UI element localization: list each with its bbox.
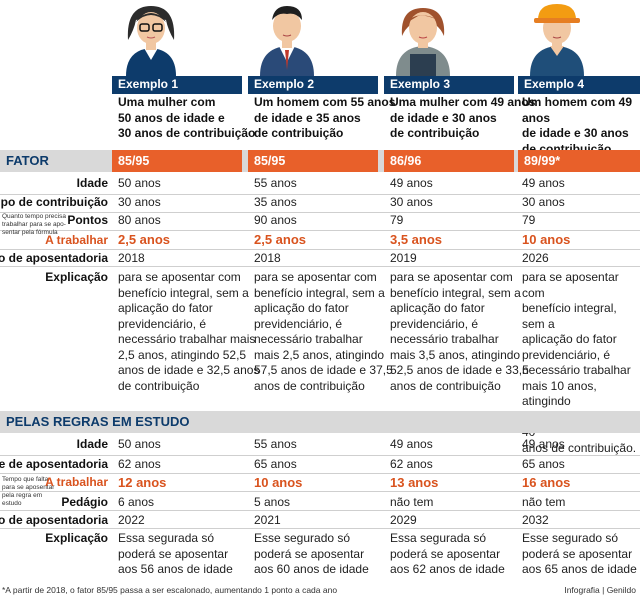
- r2-explicacao-1: Essa segurada só poderá se aposentar aos 5…: [118, 531, 233, 576]
- trabalhar-2: 2,5 anos: [254, 232, 307, 247]
- woman-apron-avatar: [396, 8, 450, 76]
- r2-ano-1: 2022: [118, 513, 145, 527]
- tempo-4: 30 anos: [522, 195, 565, 209]
- fator-label: FATOR: [0, 150, 108, 172]
- idade-4: 49 anos: [522, 176, 565, 190]
- r2-explicacao-4: Esse segurado só poderá se aposentar aos 6…: [522, 531, 637, 576]
- tempo-1: 30 anos: [118, 195, 161, 209]
- example-4-header: Exemplo 4: [518, 76, 640, 94]
- ano-3: 2019: [390, 251, 417, 265]
- explicacao-3: para se aposentar com benefício integral,…: [390, 270, 529, 393]
- r2-trabalhar-2: 10 anos: [254, 475, 303, 490]
- idade-2: 55 anos: [254, 176, 297, 190]
- trabalhar-4: 10 anos: [522, 232, 571, 247]
- note-formula: Quanto tempo precisa trabalhar para se a…: [2, 213, 66, 236]
- ano-1: 2018: [118, 251, 145, 265]
- pontos-1: 80 anos: [118, 213, 161, 227]
- explicacao-1: para se aposentar com benefício integral,…: [118, 270, 260, 393]
- r2-idade-2: 55 anos: [254, 437, 297, 451]
- r2-ano-3: 2029: [390, 513, 417, 527]
- tempo-3: 30 anos: [390, 195, 433, 209]
- pontos-3: 79: [390, 213, 404, 227]
- example-1-desc: Uma mulher com 50 anos de idade e 30 anos …: [118, 95, 256, 140]
- fator-value-4: 89/99*: [518, 150, 640, 172]
- r2-explicacao-3: Essa segurada só poderá se aposentar aos 6…: [390, 531, 505, 576]
- row-tempo-label: Tempo de contribuição: [0, 195, 108, 209]
- example-2-header: Exemplo 2: [248, 76, 378, 94]
- worker-helmet-avatar: [530, 4, 584, 76]
- row-trabalhar-label: A trabalhar: [45, 233, 108, 247]
- example-3-header: Exemplo 3: [384, 76, 514, 94]
- explicacao-2: para se aposentar com benefício integral,…: [254, 270, 393, 393]
- row2-explicacao-label: Explicação: [45, 531, 108, 545]
- r2-explicacao-2: Esse segurado só poderá se aposentar aos 6…: [254, 531, 369, 576]
- r2-trabalhar-4: 16 anos: [522, 475, 571, 490]
- idade-1: 50 anos: [118, 176, 161, 190]
- r2-idadeapos-4: 65 anos: [522, 457, 565, 471]
- idade-3: 49 anos: [390, 176, 433, 190]
- man-suit-avatar: [260, 6, 314, 76]
- r2-ano-2: 2021: [254, 513, 281, 527]
- example-3-desc: Uma mulher com 49 anos de idade e 30 anos…: [390, 95, 536, 140]
- r2-idadeapos-1: 62 anos: [118, 457, 161, 471]
- example-1-header: Exemplo 1: [112, 76, 242, 94]
- row-explicacao-label: Explicação: [45, 270, 108, 284]
- r2-idadeapos-2: 65 anos: [254, 457, 297, 471]
- row2-trabalhar-label: A trabalhar: [45, 475, 108, 489]
- r2-idadeapos-3: 62 anos: [390, 457, 433, 471]
- ano-2: 2018: [254, 251, 281, 265]
- tempo-2: 35 anos: [254, 195, 297, 209]
- r2-ano-4: 2032: [522, 513, 549, 527]
- r2-idade-4: 49 anos: [522, 437, 565, 451]
- row2-pedagio-label: Pedágio: [61, 495, 108, 509]
- row2-ano-label: Ano de aposentadoria: [0, 513, 108, 527]
- trabalhar-1: 2,5 anos: [118, 232, 171, 247]
- r2-trabalhar-1: 12 anos: [118, 475, 167, 490]
- footer-credit: Infografia | Genildo: [564, 585, 636, 595]
- example-2-desc: Um homem com 55 anos de idade e 35 anos de…: [254, 95, 396, 140]
- row-ano-label: Ano de aposentadoria: [0, 251, 108, 265]
- pontos-2: 90 anos: [254, 213, 297, 227]
- pontos-4: 79: [522, 213, 536, 227]
- r2-pedagio-2: 5 anos: [254, 495, 291, 509]
- section-regras-bar: [0, 411, 640, 433]
- r2-trabalhar-3: 13 anos: [390, 475, 439, 490]
- note-regra: Tempo que falta para se aposentar pela r…: [2, 476, 55, 507]
- example-4-desc: Um homem com 49 anos de idade e 30 anos de…: [522, 95, 633, 156]
- fator-value-1: 85/95: [112, 150, 242, 172]
- trabalhar-3: 3,5 anos: [390, 232, 443, 247]
- r2-pedagio-4: não tem: [522, 495, 566, 509]
- fator-value-2: 85/95: [248, 150, 378, 172]
- row2-idadeapos-label: Idade de aposentadoria: [0, 457, 108, 471]
- r2-pedagio-1: 6 anos: [118, 495, 155, 509]
- r2-idade-1: 50 anos: [118, 437, 161, 451]
- row2-idade-label: Idade: [76, 437, 108, 451]
- row-idade-label: Idade: [76, 176, 108, 190]
- woman-glasses-avatar: [126, 6, 176, 76]
- section-regras-title: PELAS REGRAS EM ESTUDO: [6, 414, 190, 429]
- fator-value-3: 86/96: [384, 150, 514, 172]
- r2-idade-3: 49 anos: [390, 437, 433, 451]
- r2-pedagio-3: não tem: [390, 495, 434, 509]
- explicacao-4: para se aposentar com benefício integral,…: [522, 270, 637, 455]
- ano-4: 2026: [522, 251, 549, 265]
- row-pontos-label: Pontos: [67, 213, 108, 227]
- footer-note: *A partir de 2018, o fator 85/95 passa a…: [2, 585, 338, 595]
